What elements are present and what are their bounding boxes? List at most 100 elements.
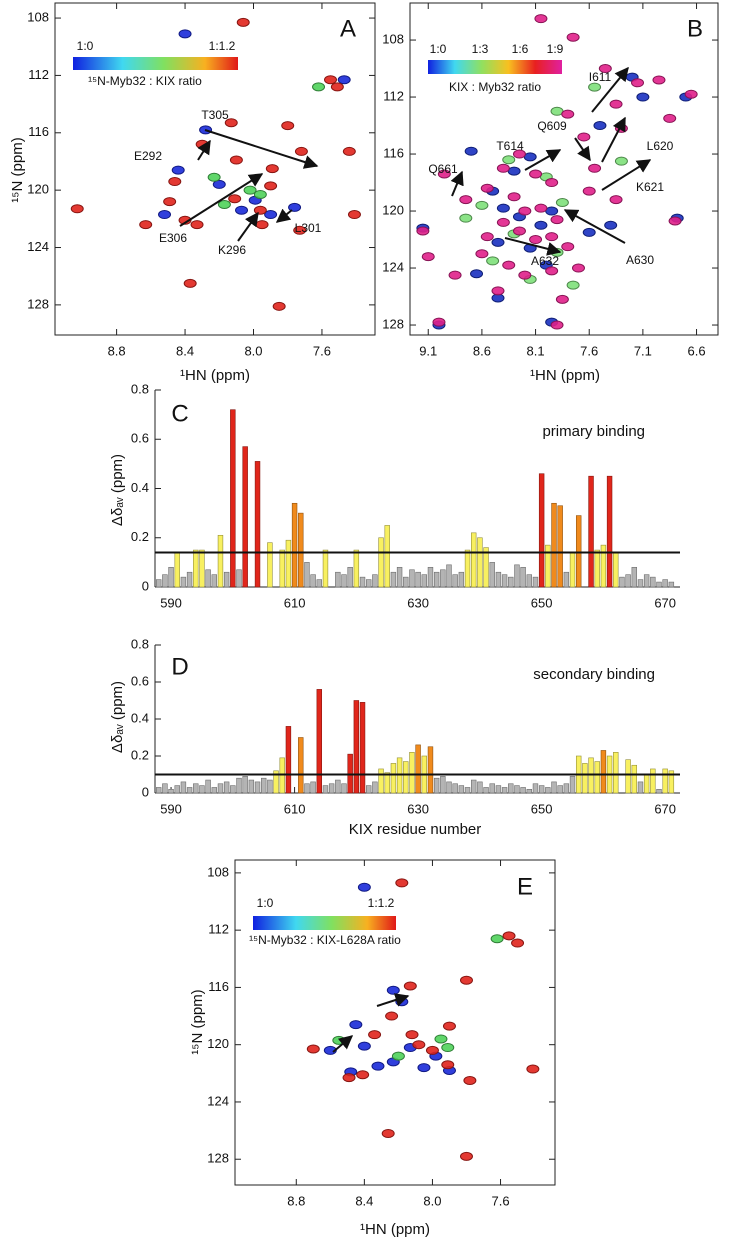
x-tick-label: 610 bbox=[284, 801, 306, 816]
bar bbox=[353, 700, 360, 794]
x-tick-label: 8.8 bbox=[108, 343, 126, 358]
bar bbox=[285, 539, 292, 588]
peak bbox=[502, 931, 516, 941]
bar bbox=[205, 569, 211, 588]
bar bbox=[514, 785, 520, 794]
y-tick-label: 124 bbox=[382, 259, 404, 274]
bar bbox=[637, 781, 644, 794]
bar bbox=[427, 746, 434, 794]
y-axis-label: ¹⁵N (ppm) bbox=[189, 989, 206, 1054]
bar bbox=[298, 737, 304, 794]
peak bbox=[190, 220, 204, 230]
peak bbox=[281, 121, 295, 131]
peak-annotation: L620 bbox=[647, 139, 674, 153]
bar bbox=[588, 475, 594, 588]
bar bbox=[526, 788, 533, 794]
peak bbox=[463, 1075, 477, 1085]
peak bbox=[441, 1060, 455, 1070]
y-tick-label: 0.4 bbox=[131, 480, 149, 495]
bar bbox=[322, 785, 329, 794]
bar bbox=[390, 571, 397, 588]
peak bbox=[609, 99, 623, 109]
peak bbox=[550, 106, 564, 116]
bar bbox=[378, 537, 384, 588]
bar bbox=[230, 785, 236, 794]
x-axis-label: KIX residue number bbox=[349, 821, 482, 838]
bar bbox=[390, 763, 397, 794]
bar bbox=[260, 777, 267, 794]
bar bbox=[557, 785, 563, 794]
y-tick-label: 120 bbox=[27, 182, 49, 197]
peak bbox=[507, 192, 521, 202]
bar bbox=[600, 750, 607, 794]
bar bbox=[470, 532, 477, 588]
peak bbox=[480, 232, 494, 242]
bar bbox=[415, 571, 421, 588]
y-tick-label: 0.2 bbox=[131, 529, 149, 544]
peak bbox=[529, 235, 543, 245]
bar bbox=[446, 564, 452, 588]
y-tick-label: 0.6 bbox=[131, 673, 149, 688]
bar bbox=[613, 751, 619, 794]
bar bbox=[409, 751, 415, 794]
bar bbox=[223, 571, 230, 588]
x-tick-label: 8.8 bbox=[287, 1193, 305, 1208]
y-tick-label: 120 bbox=[382, 202, 404, 217]
bar bbox=[650, 576, 656, 588]
bar bbox=[625, 574, 631, 588]
peak bbox=[571, 263, 585, 273]
y-tick-label: 0.8 bbox=[131, 636, 149, 651]
peak bbox=[228, 194, 242, 204]
bar bbox=[501, 574, 508, 588]
peak bbox=[459, 975, 473, 985]
peak-annotation: I611 bbox=[589, 70, 612, 84]
bar bbox=[470, 779, 477, 794]
peak bbox=[609, 195, 623, 205]
peak bbox=[526, 1064, 540, 1074]
peak bbox=[555, 197, 569, 207]
peak bbox=[512, 149, 526, 159]
arrow bbox=[179, 173, 264, 227]
bar bbox=[569, 776, 576, 794]
peak bbox=[491, 237, 505, 247]
peak bbox=[604, 220, 618, 230]
colorbar-title: ¹⁵N-Myb32 : KIX ratio bbox=[88, 74, 202, 88]
bar bbox=[254, 781, 261, 794]
bar bbox=[415, 744, 421, 794]
peak bbox=[459, 195, 473, 205]
bar bbox=[205, 779, 211, 794]
colorbar-label: 1:0 bbox=[257, 896, 274, 910]
y-tick-label: 0 bbox=[142, 578, 149, 593]
bar bbox=[489, 562, 495, 588]
bar bbox=[236, 569, 242, 588]
y-tick-label: 124 bbox=[27, 239, 49, 254]
bar bbox=[304, 562, 310, 588]
x-tick-label: 7.6 bbox=[580, 343, 598, 358]
peak bbox=[496, 217, 510, 227]
arrow bbox=[504, 237, 562, 256]
bar bbox=[372, 781, 378, 794]
bar bbox=[440, 569, 446, 588]
bar bbox=[217, 783, 224, 794]
bar bbox=[248, 779, 255, 794]
bar bbox=[155, 579, 162, 588]
peak bbox=[502, 260, 516, 270]
bar bbox=[563, 783, 570, 794]
peak bbox=[470, 269, 484, 279]
bar bbox=[662, 768, 668, 794]
bar bbox=[359, 576, 366, 588]
bar bbox=[223, 781, 230, 794]
bar bbox=[594, 761, 600, 794]
bar bbox=[520, 787, 526, 794]
y-tick-label: 112 bbox=[383, 88, 404, 103]
bar bbox=[322, 549, 329, 588]
peak bbox=[342, 1073, 356, 1083]
x-tick-label: 8.4 bbox=[355, 1193, 373, 1208]
peak bbox=[668, 216, 682, 226]
bar bbox=[378, 768, 384, 794]
bar bbox=[365, 785, 372, 794]
bar bbox=[545, 787, 551, 794]
peak bbox=[593, 121, 607, 131]
bar bbox=[310, 574, 316, 588]
plot-frame bbox=[409, 2, 719, 336]
